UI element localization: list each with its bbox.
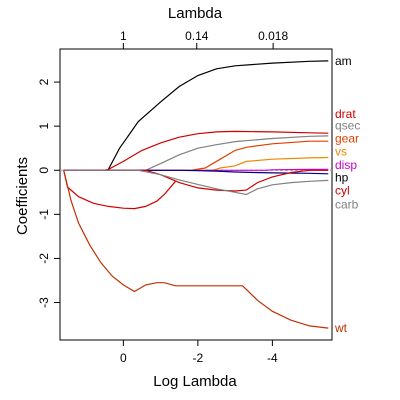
y-tick-label: -3 [37, 297, 51, 308]
plot-frame [59, 48, 333, 341]
series-line-drat-1 [63, 130, 329, 171]
x-tick-label: 0 [120, 351, 127, 365]
x-tick-label: -2 [193, 351, 204, 365]
series-label-gear: gear [335, 132, 359, 146]
x-axis-title: Log Lambda [153, 373, 237, 390]
plot-border [59, 48, 333, 341]
series-line-hp-6 [63, 169, 329, 175]
series-line-wt-10 [63, 170, 329, 329]
axes-layer: 0 -2 -4 -3 -2 -1 0 1 2 1 0.14 0.018 [37, 29, 288, 365]
series-label-qsec: qsec [335, 118, 360, 132]
series-label-wt: wt [334, 321, 348, 335]
series-line-am-0 [63, 60, 329, 171]
series-line-vs-4 [63, 156, 329, 171]
series-label-drat: drat [335, 107, 356, 121]
x-tick-label: -4 [267, 351, 278, 365]
series-label-vs: vs [335, 145, 347, 159]
series-label-carb: carb [335, 198, 359, 212]
series-line-qsec-2 [63, 135, 329, 171]
top-tick-label: 0.018 [258, 29, 288, 43]
y-tick-label: -2 [37, 253, 51, 264]
y-axis-title: Coefficients [14, 157, 31, 235]
series-line-gear-3 [63, 140, 329, 171]
y-tick-label: -1 [37, 209, 51, 220]
series-line-cyl-9 [63, 170, 176, 210]
series-label-am: am [335, 54, 352, 68]
top-tick-label: 1 [120, 29, 127, 43]
series-line-cyl-7 [63, 169, 329, 192]
series-label-cyl: cyl [335, 184, 350, 198]
top-axis-title: Lambda [168, 5, 223, 22]
series-label-disp: disp [335, 158, 357, 172]
series-label-hp: hp [335, 170, 349, 184]
y-tick-label: 2 [37, 78, 51, 85]
series-layer [63, 60, 329, 329]
y-tick-label: 0 [37, 167, 51, 174]
series-line-carb-8 [63, 169, 329, 196]
y-tick-label: 1 [37, 123, 51, 130]
top-tick-label: 0.14 [185, 29, 209, 43]
